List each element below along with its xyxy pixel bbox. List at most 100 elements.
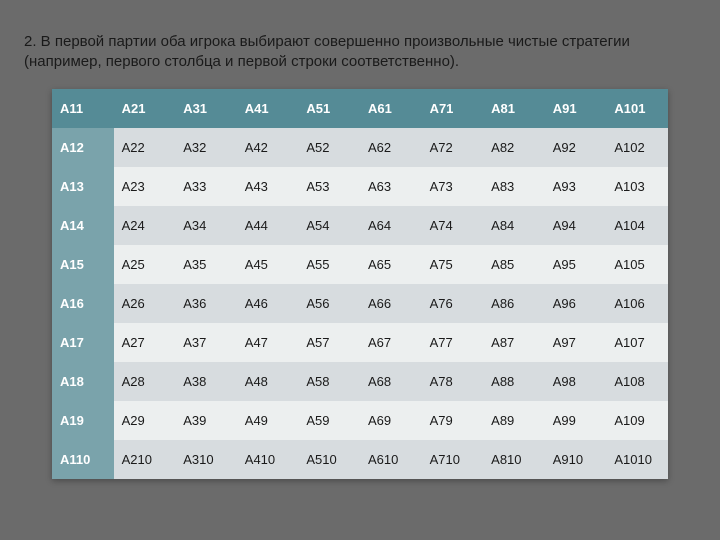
row-header-cell: А15 — [52, 245, 114, 284]
table-cell: А87 — [483, 323, 545, 362]
table-cell: А88 — [483, 362, 545, 401]
table-cell: А91 — [545, 89, 607, 128]
table-cell: А103 — [606, 167, 668, 206]
table-cell: А78 — [422, 362, 484, 401]
table-cell: А47 — [237, 323, 299, 362]
table-cell: А104 — [606, 206, 668, 245]
table-cell: А28 — [114, 362, 176, 401]
table-cell: А66 — [360, 284, 422, 323]
table-cell: А29 — [114, 401, 176, 440]
table-cell: А68 — [360, 362, 422, 401]
table-cell: А85 — [483, 245, 545, 284]
row-header-cell: А13 — [52, 167, 114, 206]
table-row: А11А21А31А41А51А61А71А81А91А101 — [52, 89, 668, 128]
table-cell: А44 — [237, 206, 299, 245]
table-row: А12А22А32А42А52А62А72А82А92А102 — [52, 128, 668, 167]
table-cell: А510 — [298, 440, 360, 479]
table-cell: А109 — [606, 401, 668, 440]
table-cell: А64 — [360, 206, 422, 245]
table-cell: А58 — [298, 362, 360, 401]
table-cell: А93 — [545, 167, 607, 206]
row-header-cell: А110 — [52, 440, 114, 479]
table-cell: А43 — [237, 167, 299, 206]
table-cell: А910 — [545, 440, 607, 479]
table-cell: А53 — [298, 167, 360, 206]
table-cell: А73 — [422, 167, 484, 206]
table-cell: А36 — [175, 284, 237, 323]
table-cell: А98 — [545, 362, 607, 401]
table-cell: А83 — [483, 167, 545, 206]
table-cell: А108 — [606, 362, 668, 401]
table-cell: А72 — [422, 128, 484, 167]
table-cell: А86 — [483, 284, 545, 323]
table-container: А11А21А31А41А51А61А71А81А91А101А12А22А32… — [24, 89, 696, 479]
strategy-table: А11А21А31А41А51А61А71А81А91А101А12А22А32… — [52, 89, 668, 479]
table-cell: А42 — [237, 128, 299, 167]
table-cell: А41 — [237, 89, 299, 128]
table-cell: А96 — [545, 284, 607, 323]
table-cell: А107 — [606, 323, 668, 362]
table-cell: А24 — [114, 206, 176, 245]
table-cell: А51 — [298, 89, 360, 128]
table-cell: А59 — [298, 401, 360, 440]
table-cell: А77 — [422, 323, 484, 362]
table-row: А18А28А38А48А58А68А78А88А98А108 — [52, 362, 668, 401]
table-cell: А63 — [360, 167, 422, 206]
table-cell: А33 — [175, 167, 237, 206]
table-cell: А48 — [237, 362, 299, 401]
row-header-cell: А12 — [52, 128, 114, 167]
table-cell: А27 — [114, 323, 176, 362]
table-cell: А69 — [360, 401, 422, 440]
table-cell: А49 — [237, 401, 299, 440]
table-cell: А710 — [422, 440, 484, 479]
table-cell: А105 — [606, 245, 668, 284]
table-cell: А99 — [545, 401, 607, 440]
table-cell: А310 — [175, 440, 237, 479]
table-cell: А102 — [606, 128, 668, 167]
table-cell: А75 — [422, 245, 484, 284]
table-cell: А210 — [114, 440, 176, 479]
table-cell: А76 — [422, 284, 484, 323]
table-cell: А25 — [114, 245, 176, 284]
table-cell: А95 — [545, 245, 607, 284]
table-cell: А94 — [545, 206, 607, 245]
table-row: А16А26А36А46А56А66А76А86А96А106 — [52, 284, 668, 323]
table-row: А14А24А34А44А54А64А74А84А94А104 — [52, 206, 668, 245]
intro-text: 2. В первой партии оба игрока выбирают с… — [24, 32, 696, 73]
row-header-cell: А11 — [52, 89, 114, 128]
table-cell: А81 — [483, 89, 545, 128]
table-cell: А97 — [545, 323, 607, 362]
table-cell: А54 — [298, 206, 360, 245]
table-cell: А62 — [360, 128, 422, 167]
table-cell: А610 — [360, 440, 422, 479]
table-cell: А84 — [483, 206, 545, 245]
table-cell: А57 — [298, 323, 360, 362]
table-cell: А31 — [175, 89, 237, 128]
table-cell: А39 — [175, 401, 237, 440]
table-cell: А56 — [298, 284, 360, 323]
table-cell: А810 — [483, 440, 545, 479]
table-cell: А37 — [175, 323, 237, 362]
table-row: А15А25А35А45А55А65А75А85А95А105 — [52, 245, 668, 284]
table-cell: А45 — [237, 245, 299, 284]
row-header-cell: А17 — [52, 323, 114, 362]
table-cell: А21 — [114, 89, 176, 128]
table-cell: А32 — [175, 128, 237, 167]
table-row: А13А23А33А43А53А63А73А83А93А103 — [52, 167, 668, 206]
table-cell: А71 — [422, 89, 484, 128]
table-cell: А35 — [175, 245, 237, 284]
table-cell: А67 — [360, 323, 422, 362]
table-cell: А38 — [175, 362, 237, 401]
table-cell: А410 — [237, 440, 299, 479]
table-cell: А92 — [545, 128, 607, 167]
table-cell: А22 — [114, 128, 176, 167]
table-cell: А52 — [298, 128, 360, 167]
table-cell: А106 — [606, 284, 668, 323]
table-row: А19А29А39А49А59А69А79А89А99А109 — [52, 401, 668, 440]
table-cell: А46 — [237, 284, 299, 323]
table-cell: А79 — [422, 401, 484, 440]
table-cell: А101 — [606, 89, 668, 128]
table-cell: А61 — [360, 89, 422, 128]
slide: 2. В первой партии оба игрока выбирают с… — [0, 0, 720, 479]
table-cell: А55 — [298, 245, 360, 284]
